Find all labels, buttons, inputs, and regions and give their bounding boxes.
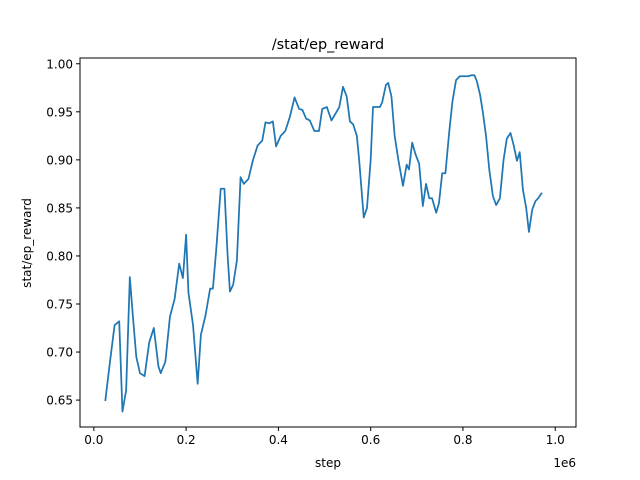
x-tick-label: 0.6 — [361, 433, 380, 447]
x-axis-offset-label: 1e6 — [553, 456, 576, 470]
y-tick-label: 0.75 — [46, 298, 73, 312]
y-tick-label: 0.80 — [46, 249, 73, 263]
y-tick-label: 0.95 — [46, 105, 73, 119]
x-tick-label: 1.0 — [546, 433, 565, 447]
series-line-0 — [104, 74, 543, 413]
x-tick-label: 0.0 — [84, 433, 103, 447]
y-tick-label: 0.85 — [46, 201, 73, 215]
y-tick-label: 1.00 — [46, 57, 73, 71]
x-tick-label: 0.8 — [453, 433, 472, 447]
plot-area — [79, 57, 577, 428]
data-layer — [104, 74, 543, 413]
chart-title: /stat/ep_reward — [272, 37, 384, 53]
x-tick-label: 0.2 — [177, 433, 196, 447]
axes-frame — [79, 57, 577, 428]
y-tick-label: 0.65 — [46, 394, 73, 408]
y-axis-label: stat/ep_reward — [20, 198, 34, 288]
x-axis-label: step — [315, 456, 341, 470]
y-axis: 0.65 0.70 0.75 0.80 0.85 0.90 0.95 1.00 — [46, 57, 80, 408]
x-axis: 0.0 0.2 0.4 0.6 0.8 1.0 — [84, 427, 565, 447]
y-tick-label: 0.70 — [46, 346, 73, 360]
y-tick-label: 0.90 — [46, 153, 73, 167]
x-tick-label: 0.4 — [269, 433, 288, 447]
